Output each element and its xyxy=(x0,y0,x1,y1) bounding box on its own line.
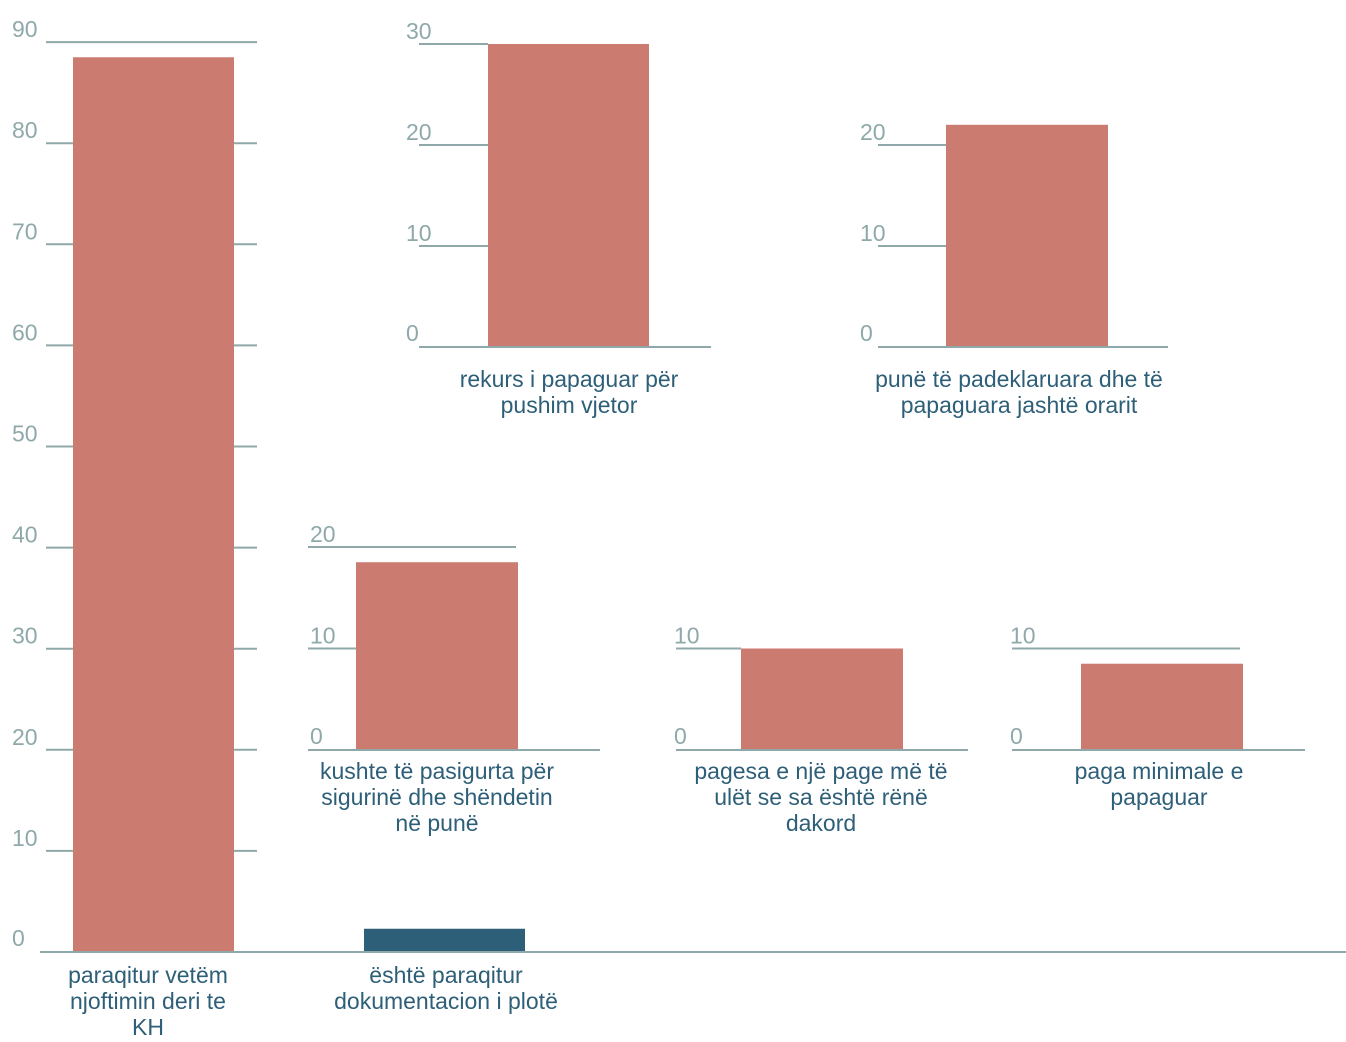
y-tick-label: 10 xyxy=(1010,623,1036,649)
category-label-line: kushte të pasigurta për xyxy=(320,758,554,784)
bar xyxy=(364,928,525,952)
category-label-line: KH xyxy=(132,1014,164,1040)
y-tick-label: 0 xyxy=(406,320,419,346)
y-tick-label: 60 xyxy=(12,319,38,345)
y-tick-label: 0 xyxy=(310,723,323,749)
category-label-line: pagesa e një page më të xyxy=(694,758,947,784)
y-tick-label: 70 xyxy=(12,218,38,244)
y-tick-label: 10 xyxy=(12,825,38,851)
category-label-line: rekurs i papaguar për xyxy=(460,366,679,392)
y-tick-label: 0 xyxy=(674,723,687,749)
y-tick-label: 0 xyxy=(860,320,873,346)
category-label: rekurs i papaguar për pushim vjetor xyxy=(460,366,679,418)
y-tick-label: 90 xyxy=(12,16,38,42)
category-label-line: papaguara jashtë orarit xyxy=(901,392,1138,418)
category-label-line: pushim vjetor xyxy=(501,392,638,418)
category-label-line: paraqitur vetëm xyxy=(68,962,228,988)
y-tick-label: 20 xyxy=(406,119,432,145)
category-label: paga minimale e papaguar xyxy=(1075,758,1244,810)
chart-panel-5: 0 10 pagesa e një page më të ulët se sa ësh… xyxy=(674,623,968,836)
y-tick-label: 20 xyxy=(310,521,336,547)
y-tick-label: 40 xyxy=(12,522,38,548)
y-tick-label: 30 xyxy=(406,18,432,44)
y-tick-label: 30 xyxy=(12,623,38,649)
bar xyxy=(73,57,234,952)
category-label: punë të padeklaruara dhe të papaguara jas… xyxy=(875,366,1163,418)
chart-panel-2: 0 10 20 30 rekurs i papaguar për pushim vjeto… xyxy=(406,18,711,418)
y-tick-label: 10 xyxy=(860,220,886,246)
chart-panel-4: 0 10 20 kushte të pasigurta për sigurinë dhe… xyxy=(308,521,600,836)
y-tick-label: 80 xyxy=(12,117,38,143)
chart-panel-1: 0 10 20 30 40 50 60 70 80 90 paraqitur vetëm njofti… xyxy=(12,16,1346,1040)
bar xyxy=(488,44,649,347)
category-label-line: njoftimin deri te xyxy=(70,988,226,1014)
category-label-line: ulët se sa është rënë xyxy=(714,784,928,810)
category-label-line: në punë xyxy=(395,810,478,836)
y-tick-label: 10 xyxy=(406,220,432,246)
y-tick-label: 50 xyxy=(12,421,38,447)
y-tick-label: 0 xyxy=(1010,723,1023,749)
chart-panel-3: 0 10 20 punë të padeklaruara dhe të papaguar… xyxy=(860,119,1168,418)
y-tick-label: 0 xyxy=(12,925,25,951)
bar xyxy=(946,124,1108,347)
y-tick-label: 20 xyxy=(860,119,886,145)
bar xyxy=(1081,663,1243,750)
category-label-line: sigurinë dhe shëndetin xyxy=(321,784,552,810)
y-tick-label: 10 xyxy=(310,623,336,649)
category-label-line: dokumentacion i plotë xyxy=(334,988,558,1014)
category-label-line: punë të padeklaruara dhe të xyxy=(875,366,1163,392)
bar xyxy=(356,562,518,750)
category-label-line: papaguar xyxy=(1110,784,1208,810)
category-label-line: paga minimale e xyxy=(1075,758,1244,784)
y-tick-label: 20 xyxy=(12,724,38,750)
category-label-line: dakord xyxy=(786,810,856,836)
category-label: kushte të pasigurta për sigurinë dhe shën… xyxy=(320,758,554,836)
bar xyxy=(741,648,903,750)
category-label: paraqitur vetëm njoftimin deri te KH xyxy=(68,962,228,1040)
category-label-line: është paraqitur xyxy=(369,962,523,988)
y-tick-label: 10 xyxy=(674,623,700,649)
chart-panel-6: 0 10 paga minimale e papaguar xyxy=(1010,623,1305,810)
category-label: është paraqitur dokumentacion i plotë xyxy=(334,962,558,1014)
category-label: pagesa e një page më të ulët se sa është … xyxy=(694,758,947,836)
